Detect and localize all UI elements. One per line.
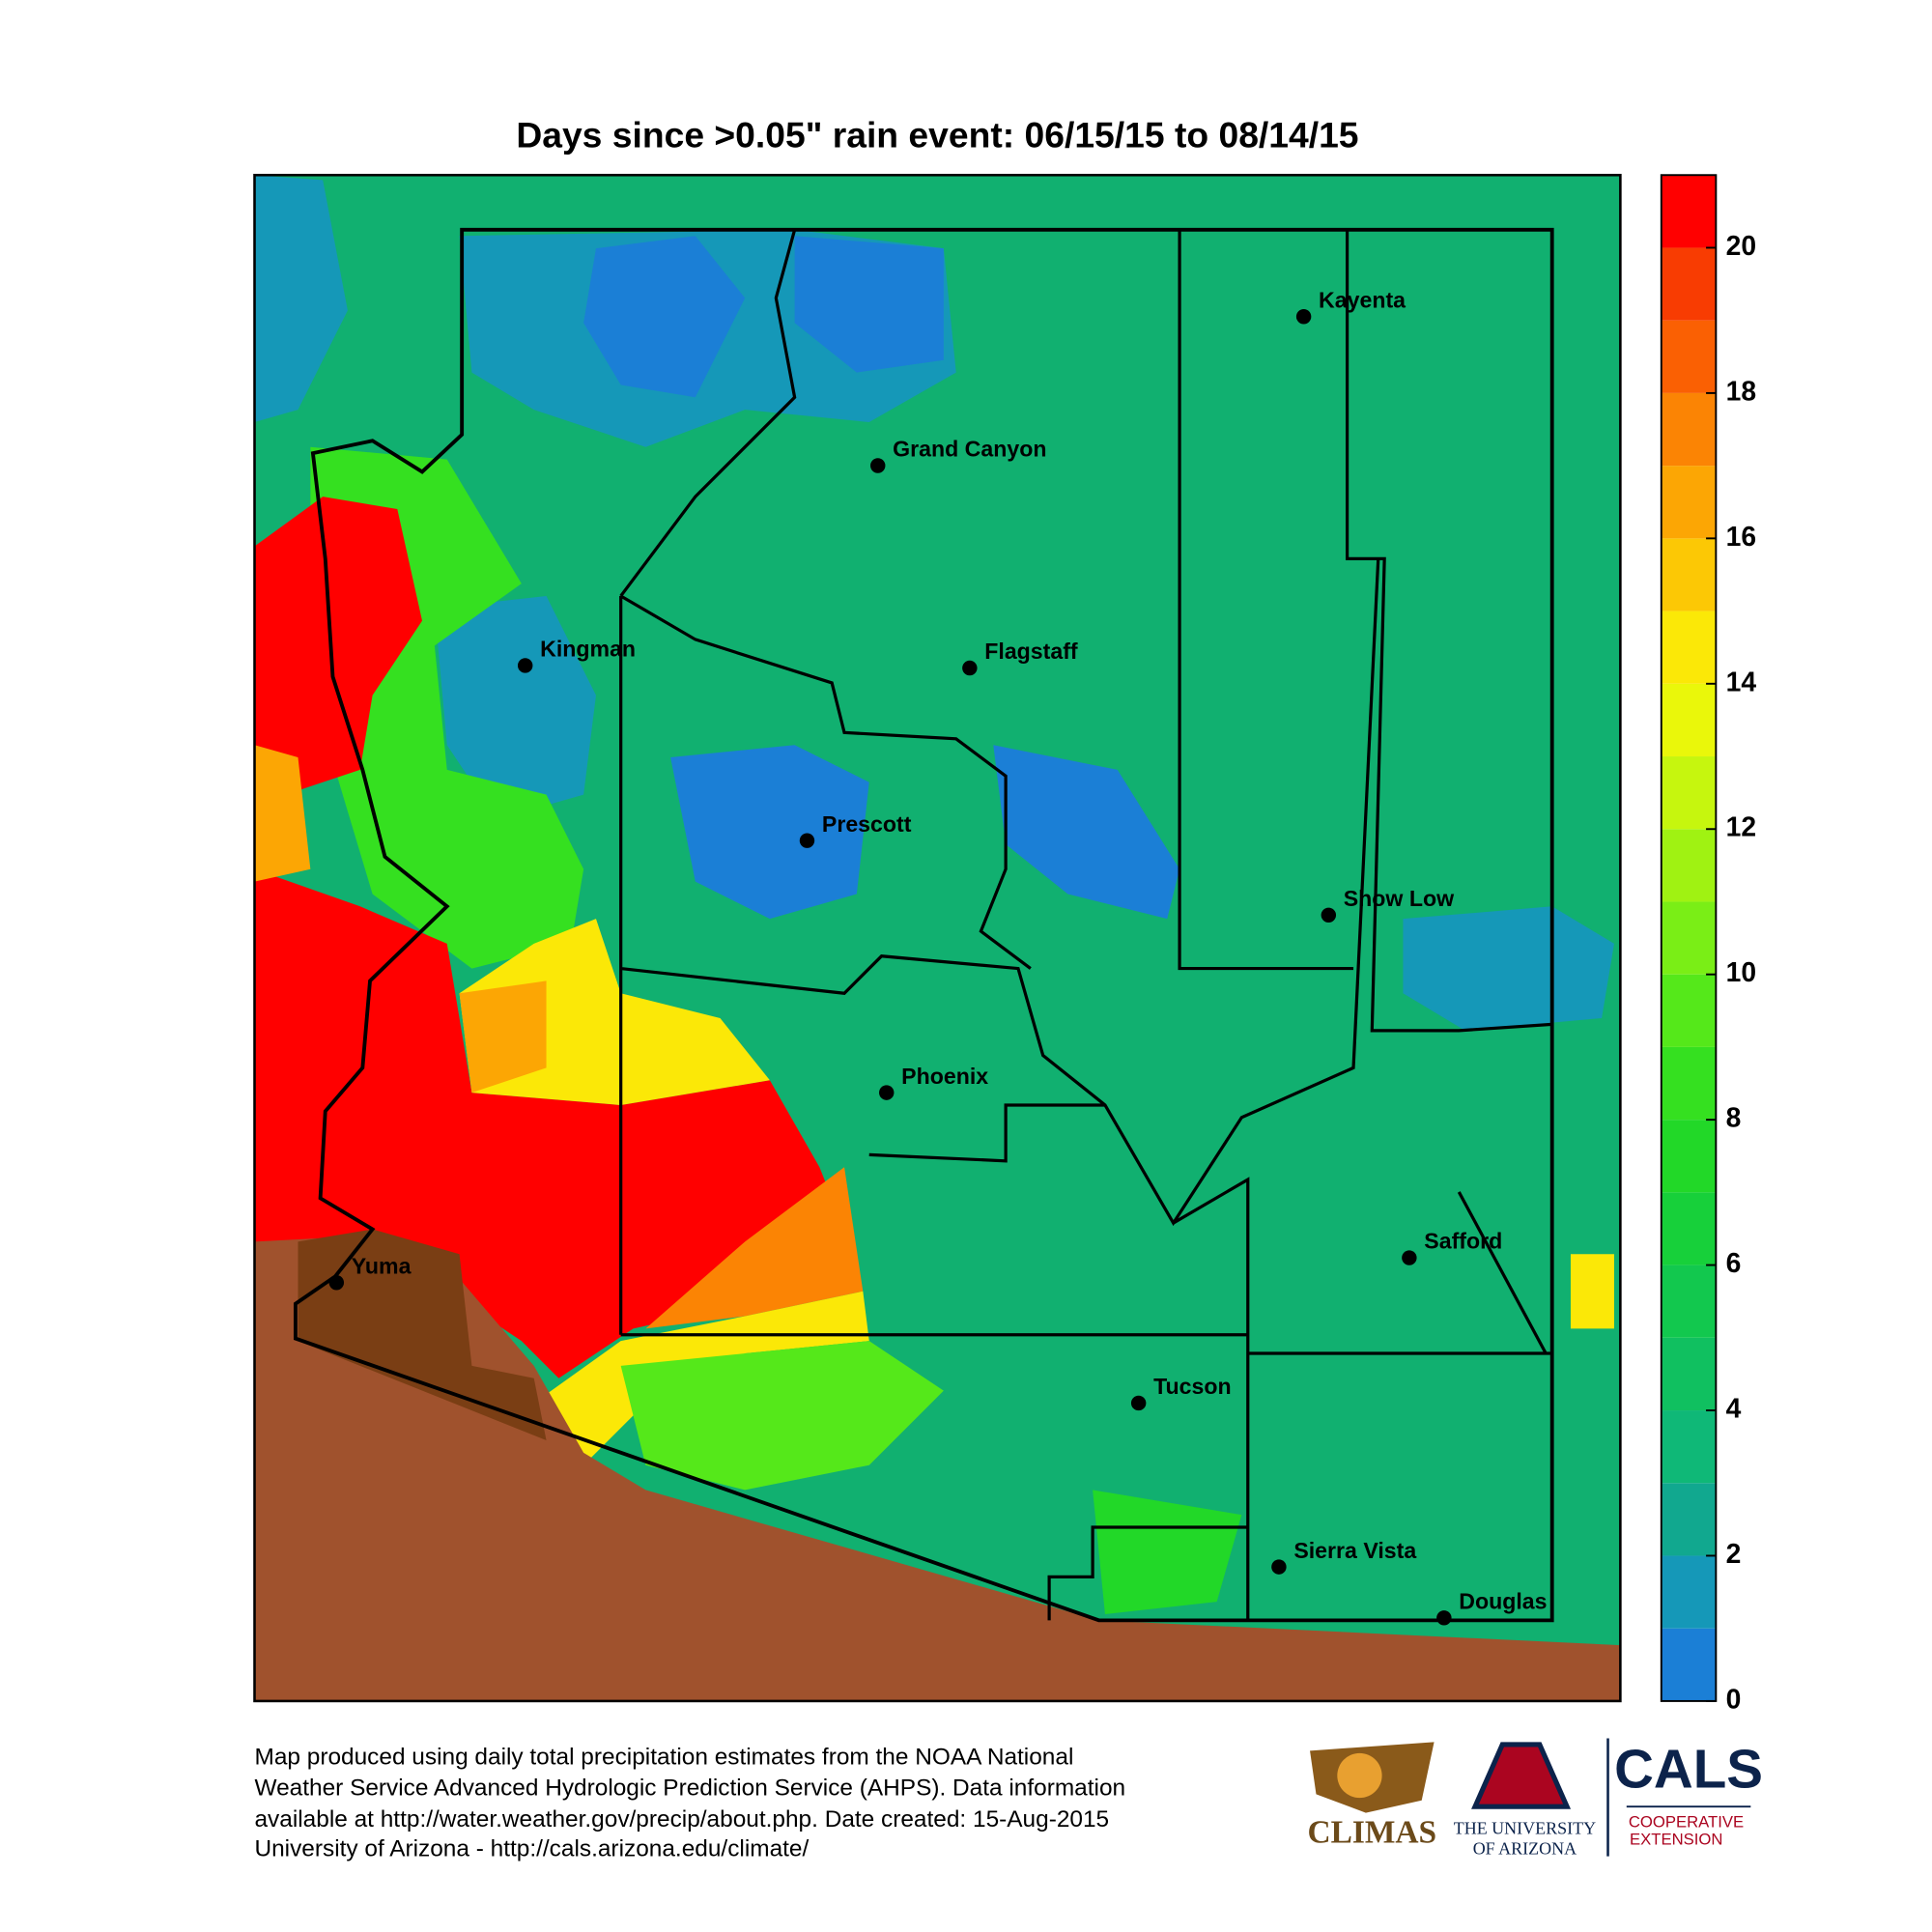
colorbar-tick-label: 2 [1726, 1538, 1742, 1569]
colorbar-band [1661, 1264, 1717, 1338]
cals-logo: CALS [1614, 1738, 1763, 1799]
city-dot [1295, 309, 1312, 325]
colorbar-band [1661, 1555, 1717, 1629]
cals-sub: COOPERATIVE [1629, 1812, 1744, 1831]
colorbar-band [1661, 1046, 1717, 1121]
region [645, 1167, 864, 1329]
colorbar-band [1661, 901, 1717, 975]
city-label: Prescott [822, 811, 912, 837]
city-label: Yuma [352, 1253, 412, 1278]
colorbar-band [1661, 1410, 1717, 1484]
region [794, 236, 944, 373]
region [254, 175, 348, 423]
city-label: Grand Canyon [893, 437, 1046, 462]
colorbar-band [1661, 392, 1717, 467]
logos: CLIMAS THE UNIVERSITY OF ARIZONA CALS CO… [1307, 1738, 1763, 1858]
colorbar-tick-label: 18 [1726, 375, 1756, 406]
colorbar-band [1661, 974, 1717, 1047]
region [670, 745, 869, 920]
region [620, 1341, 944, 1491]
colorbar-band [1661, 538, 1717, 611]
region [254, 1235, 1621, 1701]
colorbar-band [1661, 829, 1717, 902]
city-dot [1271, 1559, 1287, 1575]
footer-line: available at http://water.weather.gov/pr… [254, 1806, 1109, 1833]
city-dot [517, 658, 533, 673]
city-dot [1321, 907, 1337, 923]
city-label: Safford [1424, 1229, 1502, 1254]
colorbar-band [1661, 683, 1717, 757]
colorbar-band [1661, 1483, 1717, 1556]
colorbar-tick-label: 20 [1726, 230, 1756, 261]
region [254, 745, 311, 882]
footer-line: Map produced using daily total precipita… [254, 1745, 1073, 1771]
region [298, 1229, 547, 1441]
region [459, 980, 547, 1094]
region [434, 595, 596, 820]
colorbar-band [1661, 756, 1717, 830]
colorbar-band [1661, 1120, 1717, 1193]
colorbar-band [1661, 1192, 1717, 1265]
footer-line: Weather Service Advanced Hydrologic Pred… [254, 1776, 1125, 1802]
colorbar-tick-label: 0 [1726, 1683, 1742, 1714]
city-label: Douglas [1459, 1588, 1547, 1613]
colorbar-tick-label: 10 [1726, 956, 1756, 987]
colorbar-band [1661, 175, 1717, 248]
city-dot [879, 1085, 895, 1100]
colorbar-tick-label: 8 [1726, 1102, 1742, 1133]
colorbar-band [1661, 466, 1717, 539]
city-dot [1130, 1395, 1147, 1411]
map-frame [253, 173, 1622, 1703]
colorbar-tick-label: 6 [1726, 1247, 1742, 1278]
colorbar-band [1661, 247, 1717, 321]
city-dot [799, 833, 815, 848]
region [1570, 1254, 1614, 1329]
colorbar-tick-label: 14 [1726, 666, 1757, 696]
climas-icon [1337, 1752, 1382, 1799]
ua-logo-icon [1471, 1742, 1572, 1809]
city-label: Kingman [540, 637, 636, 662]
city-dot [870, 458, 886, 473]
city-dot [328, 1275, 345, 1291]
colorbar-band [1661, 611, 1717, 684]
cities: Kayenta Grand Canyon Kingman Flagstaff Presc… [328, 287, 1548, 1626]
colorbar-tick-label: 4 [1726, 1393, 1742, 1424]
state-border [293, 227, 1554, 1623]
city-label: Phoenix [901, 1064, 988, 1089]
footer: Map produced using daily total precipita… [254, 1745, 1125, 1862]
region [1403, 906, 1614, 1031]
ua-logo: THE UNIVERSITY [1454, 1819, 1596, 1838]
colorbar-band [1661, 320, 1717, 393]
city-dot [1402, 1250, 1417, 1265]
footer-line: University of Arizona - http://cals.ariz… [254, 1836, 809, 1862]
city-label: Kayenta [1319, 287, 1406, 312]
city-dot [1436, 1610, 1452, 1626]
region [993, 745, 1180, 920]
city-dot [962, 660, 978, 676]
cals-sub: EXTENSION [1630, 1830, 1722, 1848]
ua-logo: OF ARIZONA [1473, 1838, 1577, 1858]
colorbar: 0 2 4 6 8 10 12 14 16 18 20 [1660, 174, 1757, 1714]
colorbar-band [1661, 1337, 1717, 1411]
region [1093, 1490, 1242, 1614]
colorbar-tick-label: 16 [1726, 521, 1756, 552]
region [583, 236, 746, 398]
city-label: Flagstaff [984, 639, 1078, 664]
colorbar-tick-label: 12 [1726, 811, 1756, 842]
colorbar-band [1661, 1628, 1717, 1701]
colorbar-frame [1660, 174, 1718, 1702]
city-label: Sierra Vista [1293, 1538, 1417, 1563]
city-label: Show Low [1344, 886, 1455, 911]
map [253, 173, 1622, 1703]
region [254, 497, 423, 795]
county-border [619, 229, 1552, 1621]
city-label: Tucson [1153, 1374, 1232, 1399]
climas-logo: CLIMAS [1307, 1814, 1436, 1850]
map-title: Days since >0.05" rain event: 06/15/15 t… [516, 115, 1358, 156]
